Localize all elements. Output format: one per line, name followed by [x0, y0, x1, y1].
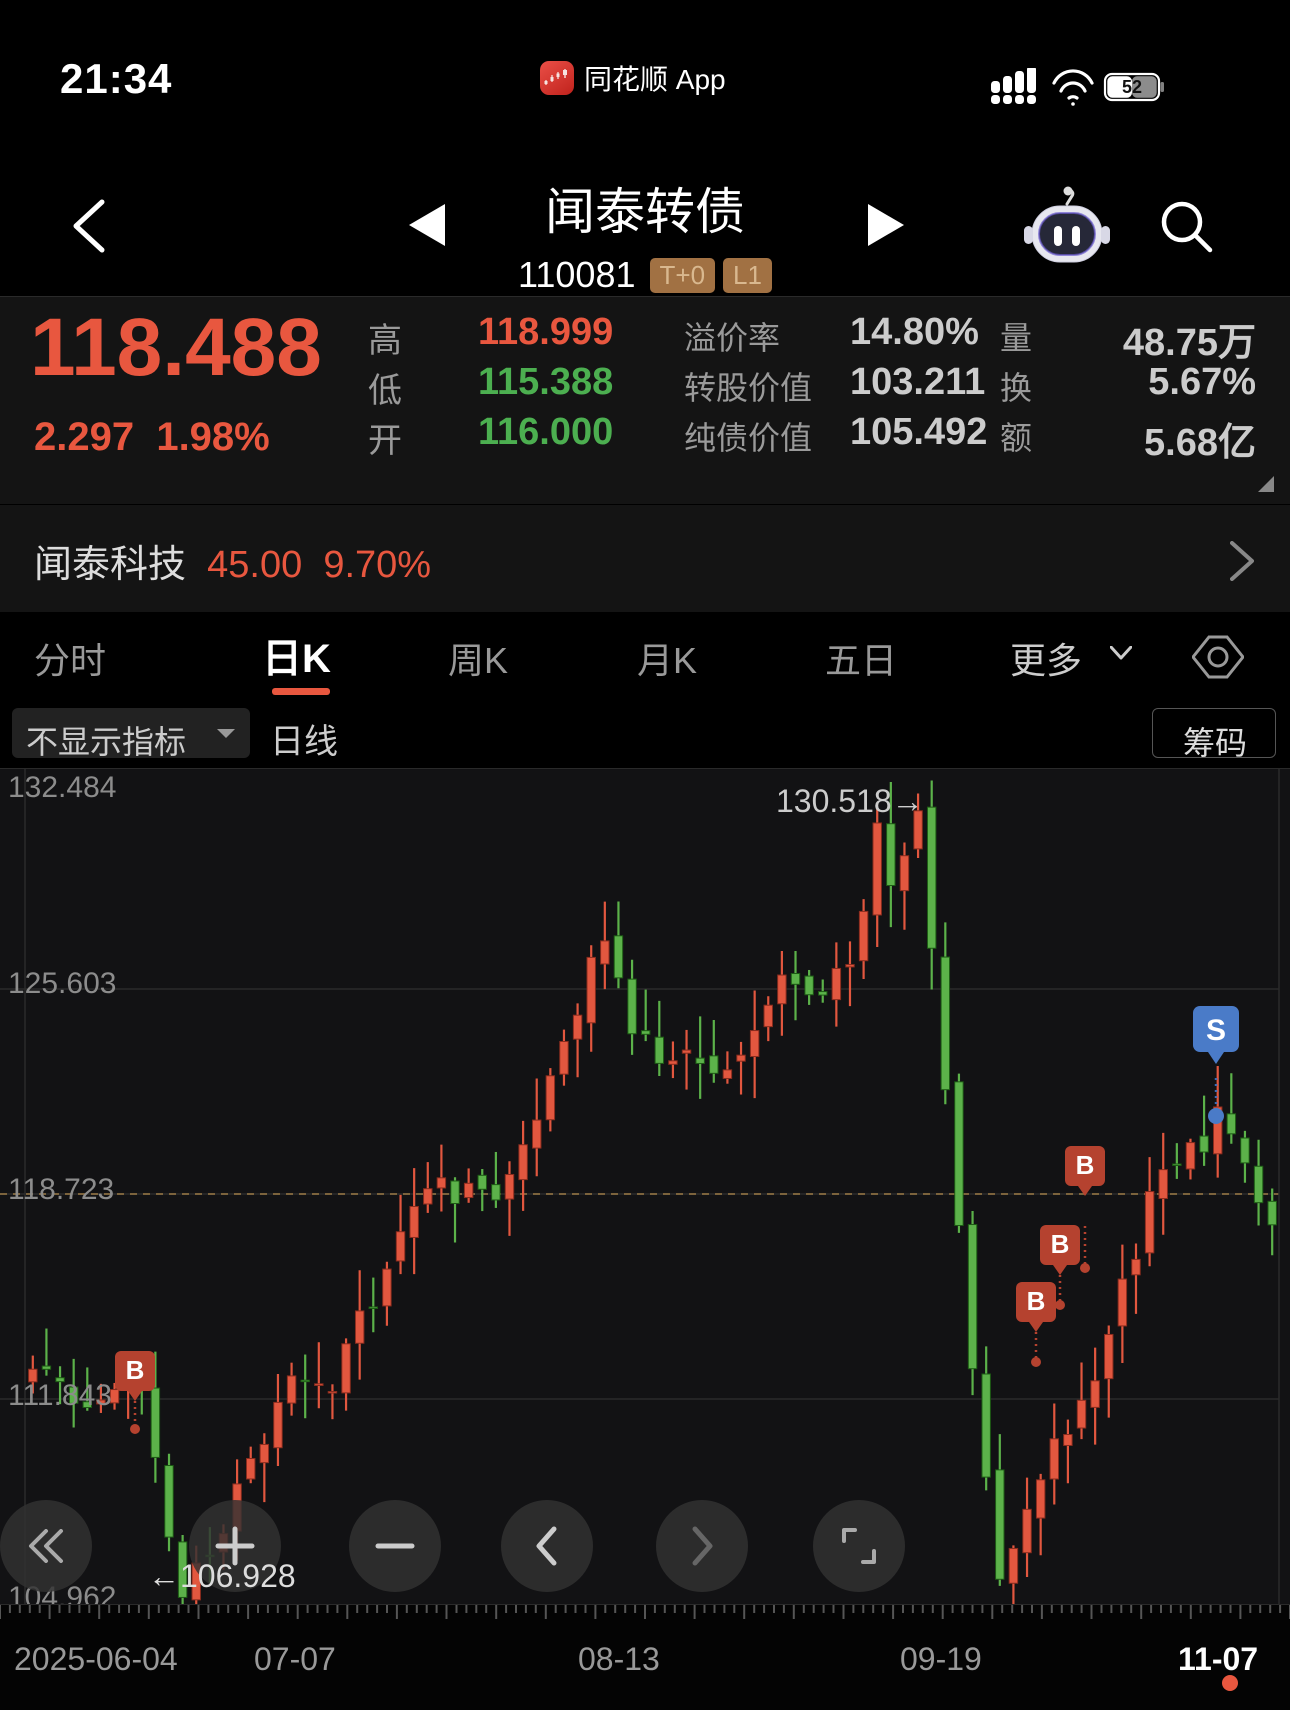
svg-text:S: S [1206, 1014, 1226, 1047]
svg-text:52: 52 [1122, 77, 1142, 97]
svg-text:B: B [1076, 1150, 1095, 1180]
svg-text:B: B [126, 1355, 145, 1385]
svg-text:B: B [1051, 1229, 1070, 1259]
svg-text:B: B [1027, 1286, 1046, 1316]
